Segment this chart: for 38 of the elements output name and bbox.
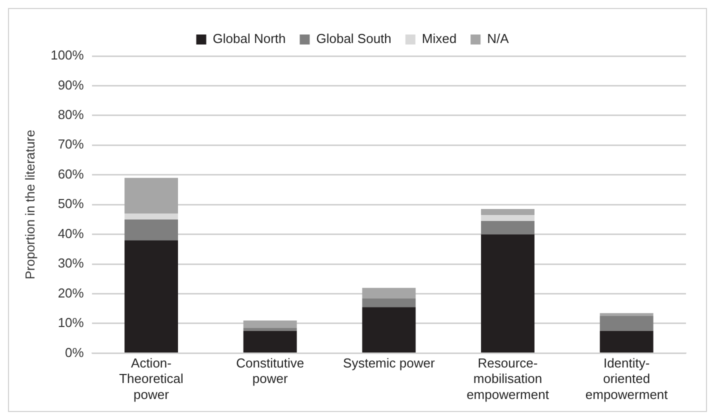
y-tick-label: 30% <box>58 256 84 271</box>
y-tick-label: 70% <box>58 136 84 152</box>
x-tick-label: Identity- oriented empowerment <box>585 356 668 402</box>
bar <box>600 330 654 352</box>
y-tick-label: 20% <box>58 285 84 300</box>
x-tick-label: Constitutive power <box>236 356 304 386</box>
bar <box>362 288 416 298</box>
y-tick-label: 40% <box>58 226 84 241</box>
y-tick-label: 80% <box>58 107 84 122</box>
bar <box>124 178 178 214</box>
bar <box>243 330 297 352</box>
bar <box>600 316 654 331</box>
y-tick-label: 90% <box>58 77 84 92</box>
bar <box>124 240 178 352</box>
bar <box>481 220 534 234</box>
bar <box>124 219 178 240</box>
x-tick-label: Action- Theoretical power <box>119 356 184 402</box>
bar <box>243 328 297 331</box>
legend-label: Global South <box>316 31 392 46</box>
bar <box>481 215 534 221</box>
bar <box>243 320 297 328</box>
bar <box>124 214 178 220</box>
x-tick-label: Systemic power <box>343 356 436 371</box>
bar <box>481 234 534 352</box>
y-tick-label: 10% <box>58 315 84 330</box>
bar <box>600 313 654 316</box>
y-axis-title: Proportion in the literature <box>22 130 38 280</box>
bar <box>481 209 534 215</box>
legend-label: Global North <box>212 31 286 46</box>
y-tick-label: 50% <box>58 196 84 212</box>
bar <box>362 298 416 308</box>
y-tick-label: 100% <box>50 48 84 63</box>
legend-label: Mixed <box>422 31 457 46</box>
legend-label: N/A <box>487 31 510 46</box>
x-tick-label: Resource- mobilisation empowerment <box>466 356 550 402</box>
bar <box>362 307 416 352</box>
y-tick-label: 60% <box>58 166 84 182</box>
y-tick-label: 0% <box>65 344 84 360</box>
